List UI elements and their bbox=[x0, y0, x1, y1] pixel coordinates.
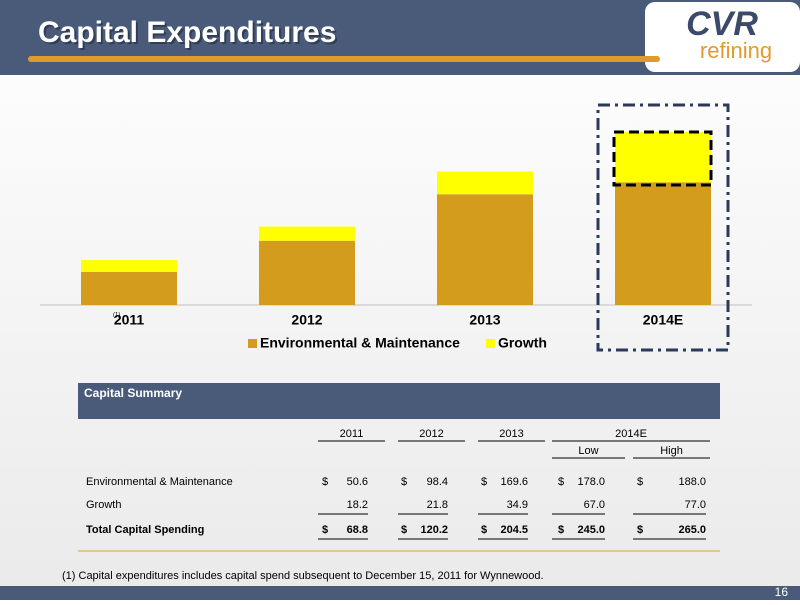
cell-currency: $ bbox=[322, 476, 328, 488]
cell-value: 68.8 bbox=[347, 524, 368, 536]
column-header: 2014E bbox=[615, 428, 647, 440]
title-shadow: Capital Expenditures bbox=[40, 18, 338, 51]
cell-currency: $ bbox=[558, 476, 564, 488]
footer-band bbox=[0, 586, 800, 600]
bar-segment bbox=[259, 240, 355, 305]
table-header-band bbox=[78, 383, 720, 419]
row-label: Total Capital Spending bbox=[86, 524, 204, 536]
row-label: Environmental & Maintenance bbox=[86, 476, 233, 488]
logo-sub: refining bbox=[700, 38, 772, 63]
cell-currency: $ bbox=[481, 476, 487, 488]
bar-segment bbox=[81, 271, 177, 305]
column-header: 2013 bbox=[499, 428, 523, 440]
legend-label: Environmental & Maintenance bbox=[260, 335, 460, 351]
range-box bbox=[612, 130, 713, 187]
chart: 2011 2012 2013 2014E (1) Environmental & Main… bbox=[40, 132, 752, 351]
x-tick-label: 2014E bbox=[643, 312, 683, 328]
cell-value: 169.6 bbox=[500, 476, 528, 488]
title-underline bbox=[28, 56, 660, 62]
logo-main: CVR bbox=[686, 5, 758, 43]
legend-label: Growth bbox=[498, 335, 547, 351]
cell-currency: $ bbox=[637, 476, 643, 488]
x-tick-label: 2012 bbox=[291, 312, 322, 328]
title: Capital Expenditures bbox=[38, 16, 336, 49]
estimate-highlight bbox=[596, 103, 730, 352]
cell-value: 178.0 bbox=[577, 476, 605, 488]
cell-currency: $ bbox=[401, 476, 407, 488]
row-label: Growth bbox=[86, 499, 121, 511]
footnote: (1) Capital expenditures includes capita… bbox=[62, 570, 544, 582]
bar-segment bbox=[437, 171, 533, 195]
column-header: 2012 bbox=[419, 428, 443, 440]
bar-segment bbox=[615, 132, 711, 183]
cell-value: 50.6 bbox=[347, 476, 368, 488]
x-tick-label: 2013 bbox=[469, 312, 500, 328]
cell-value: 120.2 bbox=[420, 524, 448, 536]
cell-currency: $ bbox=[558, 524, 564, 536]
cell-value: 18.2 bbox=[347, 499, 368, 511]
bar-segment bbox=[615, 182, 711, 305]
table-title: Capital Summary bbox=[84, 386, 182, 400]
cell-value: 188.0 bbox=[678, 476, 706, 488]
bar-segment bbox=[259, 226, 355, 241]
logo-box bbox=[645, 2, 800, 72]
cell-currency: $ bbox=[322, 524, 328, 536]
footnote-marker: (1) bbox=[113, 313, 120, 319]
bar-segment bbox=[437, 194, 533, 305]
cell-value: 265.0 bbox=[678, 524, 706, 536]
subcolumn-header: High bbox=[660, 445, 683, 457]
table: Capital Summary 2011 2012 2013 2014E Low High E… bbox=[78, 383, 720, 552]
cell-currency: $ bbox=[481, 524, 487, 536]
cell-value: 98.4 bbox=[427, 476, 448, 488]
bar-segment bbox=[81, 260, 177, 272]
subcolumn-header: Low bbox=[578, 445, 598, 457]
legend-swatch bbox=[485, 339, 495, 348]
cell-currency: $ bbox=[637, 524, 643, 536]
cell-value: 67.0 bbox=[584, 499, 605, 511]
x-tick-label: 2011 bbox=[114, 312, 145, 328]
cell-currency: $ bbox=[401, 524, 407, 536]
cell-value: 34.9 bbox=[507, 499, 528, 511]
cell-value: 245.0 bbox=[577, 524, 605, 536]
cell-value: 204.5 bbox=[500, 524, 528, 536]
cell-value: 21.8 bbox=[427, 499, 448, 511]
column-header: 2011 bbox=[340, 428, 364, 440]
legend-swatch bbox=[248, 339, 257, 348]
page-number: 16 bbox=[775, 585, 789, 599]
cell-value: 77.0 bbox=[685, 499, 706, 511]
